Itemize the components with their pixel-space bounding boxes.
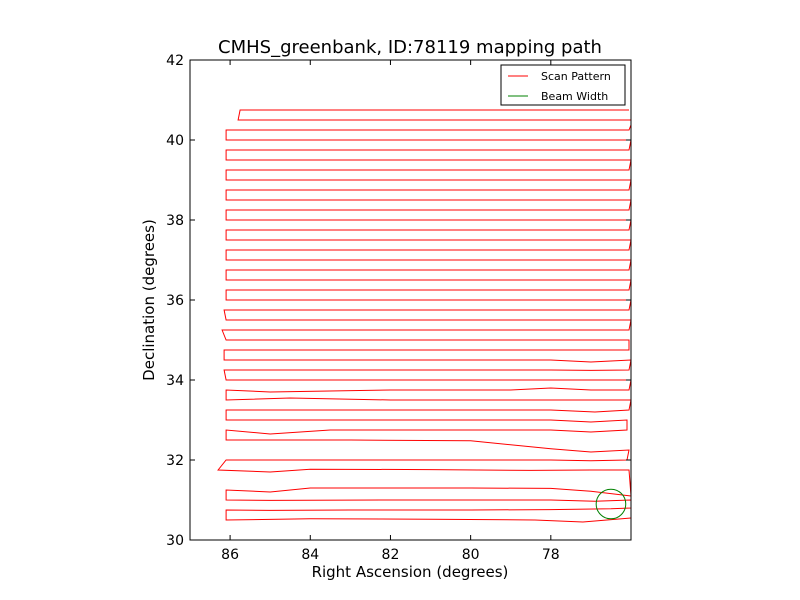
plot-area (217, 109, 631, 523)
y-tick-label: 32 (166, 453, 184, 469)
x-tick-label: 78 (542, 547, 560, 563)
legend-beam-label: Beam Width (541, 90, 608, 103)
x-tick-label: 84 (301, 547, 319, 563)
y-tick-label: 40 (166, 133, 184, 149)
y-tick-label: 34 (166, 373, 184, 389)
legend-box (500, 64, 626, 106)
y-tick-label: 30 (166, 533, 184, 549)
y-axis: 30 32 34 36 38 40 42 (166, 53, 631, 549)
x-tick-label: 86 (221, 547, 239, 563)
x-axis-label: Right Ascension (degrees) (312, 563, 509, 581)
y-tick-label: 38 (166, 213, 184, 229)
legend-scan-label: Scan Pattern (541, 70, 611, 83)
y-tick-label: 36 (166, 293, 184, 309)
y-tick-label: 42 (166, 53, 184, 69)
chart-title: CMHS_greenbank, ID:78119 mapping path (218, 37, 602, 58)
x-axis: 86 84 82 80 78 (221, 60, 560, 563)
x-tick-label: 80 (462, 547, 480, 563)
legend: Scan Pattern Beam Width (500, 64, 626, 106)
x-tick-label: 82 (382, 547, 400, 563)
scan-pattern-line (217, 109, 631, 523)
y-axis-label: Declination (degrees) (140, 219, 158, 381)
beam-width-circle (595, 488, 627, 520)
